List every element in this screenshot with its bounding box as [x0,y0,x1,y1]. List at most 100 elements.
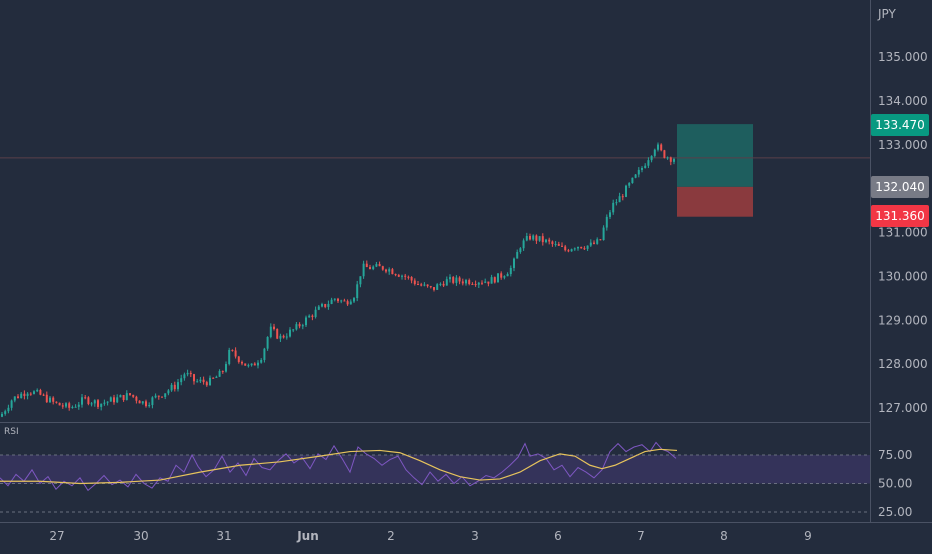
candle-body [509,267,512,275]
candle-body [292,329,295,331]
time-tick-label: 27 [49,529,64,543]
candle-body [189,372,192,375]
candle-body [471,283,474,285]
price-tick-label: 135.000 [878,50,928,64]
candle-body [644,165,647,169]
candle-body [513,258,515,268]
candle-body [65,403,67,407]
candle-body [196,381,199,383]
candle-body [477,282,480,285]
candle-body [500,273,503,278]
candle-body [557,243,560,246]
candle-body [522,240,525,249]
candle-body [148,405,151,407]
candle-body [362,263,365,277]
candle-body [109,397,112,402]
candle-body [97,400,99,407]
candle-body [532,235,535,240]
candle-body [615,202,618,204]
candle-body [68,403,71,408]
candle-body [49,397,51,403]
candle-body [455,277,458,283]
candle-body [378,264,381,267]
candle-body [564,246,567,251]
candle-body [42,394,45,396]
candle-body [285,336,288,338]
rsi-layer [0,441,870,513]
candle-body [151,397,154,406]
candle-body [154,395,157,398]
candle-body [129,393,131,395]
candles-layer [0,142,870,418]
candle-body [596,239,599,244]
candle-body [4,411,7,414]
candle-body [637,169,640,175]
candle-body [461,281,464,284]
candle-body [605,216,608,228]
candle-body [647,160,650,166]
candle-body [551,241,554,245]
candle-body [458,277,461,282]
candle-body [538,236,541,241]
candle-body [45,394,48,403]
candle-body [561,245,563,247]
time-tick-label: Jun [296,529,319,543]
candle-body [673,159,675,162]
time-tick-label: 3 [471,529,479,543]
candle-body [391,269,394,275]
candle-body [186,372,189,375]
candle-body [372,266,375,270]
candle-body [244,363,247,366]
candle-body [295,324,298,330]
candle-body [583,248,586,250]
trade-zones[interactable] [677,124,753,217]
candle-body [333,298,336,300]
candle-body [599,239,602,241]
candle-body [193,374,195,382]
candle-body [375,264,378,267]
stop-zone[interactable] [677,186,753,217]
candle-body [388,269,391,272]
candle-body [589,242,592,246]
candle-body [138,400,141,404]
candle-body [666,157,669,159]
rsi-tick-label: 25.00 [878,505,912,519]
candle-body [484,281,487,283]
candle-body [436,284,439,290]
candle-body [449,277,451,280]
candle-body [77,404,80,407]
candle-body [497,273,499,283]
candle-body [324,304,327,307]
candle-body [132,394,135,397]
candle-body [490,277,493,284]
candle-body [257,362,259,366]
candle-body [397,275,400,277]
candle-body [161,396,163,398]
candle-body [135,396,138,401]
candle-body [580,246,583,249]
candle-body [401,275,403,277]
candle-body [282,335,285,338]
candle-body [119,395,122,398]
candle-body [10,400,13,408]
candle-body [26,393,29,396]
candle-body [61,405,64,407]
candle-body [289,329,291,337]
candle-body [71,406,74,408]
rsi-indicator-title[interactable]: RSI [4,427,19,437]
target-zone[interactable] [677,124,753,187]
candle-body [567,250,570,252]
candle-body [314,309,317,317]
candle-body [225,364,227,372]
candle-body [55,401,58,403]
candle-body [554,243,557,245]
price-tick-label: 131.000 [878,226,928,240]
candle-body [343,300,346,302]
candle-body [346,301,349,305]
candle-body [516,252,519,259]
candle-body [529,235,531,240]
candle-body [321,304,323,307]
time-tick-label: 9 [804,529,812,543]
